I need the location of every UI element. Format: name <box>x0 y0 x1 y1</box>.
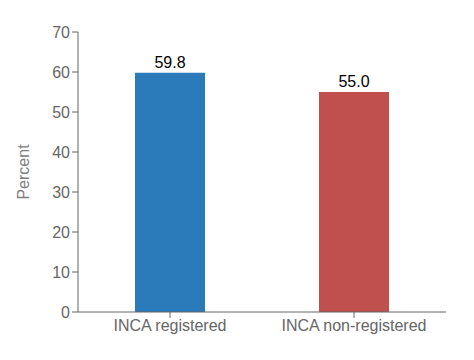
svg-text:INCA non-registered: INCA non-registered <box>282 317 427 334</box>
svg-text:INCA registered: INCA registered <box>114 317 227 334</box>
svg-text:10: 10 <box>52 264 70 281</box>
svg-text:0: 0 <box>61 304 70 321</box>
svg-text:Percent: Percent <box>15 144 32 200</box>
svg-text:55.0: 55.0 <box>338 73 369 90</box>
svg-text:60: 60 <box>52 64 70 81</box>
svg-text:40: 40 <box>52 144 70 161</box>
svg-text:70: 70 <box>52 24 70 41</box>
svg-text:30: 30 <box>52 184 70 201</box>
svg-text:50: 50 <box>52 104 70 121</box>
svg-text:59.8: 59.8 <box>154 54 185 71</box>
svg-text:20: 20 <box>52 224 70 241</box>
